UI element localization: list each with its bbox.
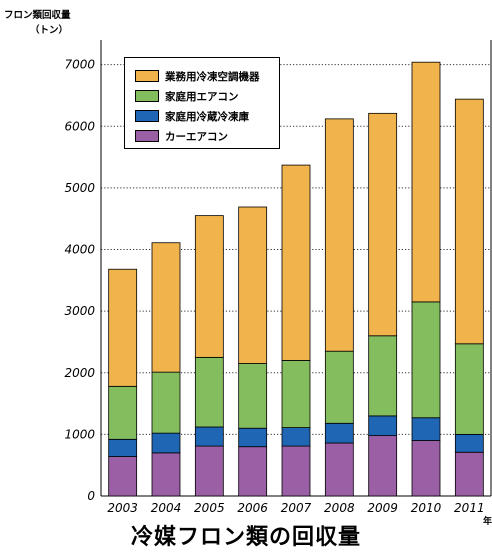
y-tick-label: 1000 [64,427,95,441]
x-tick-label: 2004 [151,501,182,515]
bar-segment [454,98,484,345]
y-tick-label: 6000 [64,119,95,133]
bar-segment [411,417,441,441]
x-tick-label: 2008 [324,501,355,515]
bar-segment [194,215,224,358]
x-tick-label: 2003 [107,501,138,515]
bar-segment [411,440,441,497]
legend-swatch-fridge [135,110,159,122]
y-axis-unit: （トン） [30,25,69,36]
bar-segment [151,242,181,373]
bar-segment [238,446,268,497]
bar-segment [411,61,441,303]
bar-segment [454,343,484,435]
chart-legend: 業務用冷凍空調機器 家庭用エアコン 家庭用冷蔵冷凍庫 カーエアコン [124,57,280,149]
bar-segment [368,435,398,497]
bar-segment [281,164,311,361]
bar-segment [238,427,268,448]
y-tick-label: 5000 [64,181,95,195]
y-tick-label: 4000 [64,243,95,257]
x-tick-label: 2009 [367,501,398,515]
bar-segment [108,438,138,457]
legend-label-home-ac: 家庭用エアコン [165,90,239,103]
legend-swatch-commercial [135,70,159,82]
legend-item-commercial: 業務用冷凍空調機器 [135,66,279,86]
legend-item-home-ac: 家庭用エアコン [135,86,279,106]
y-tick-label: 7000 [64,58,95,72]
bar-segment [194,445,224,497]
bar-segment [151,371,181,434]
bar-segment [454,451,484,497]
x-tick-label: 2005 [194,501,225,515]
x-tick-label: 2006 [237,501,268,515]
bar-segment [194,426,224,447]
bar-segment [454,433,484,453]
bar-segment [324,118,354,352]
bar-segment [108,385,138,440]
y-tick-label: 0 [87,489,95,503]
bar-segment [151,432,181,454]
bar-segment [324,422,354,444]
bar-segment [324,350,354,424]
legend-label-commercial: 業務用冷凍空調機器 [165,70,260,83]
x-axis-unit: 年 [483,515,492,527]
y-tick-label: 3000 [64,304,95,318]
y-axis-title: フロン類回収量 [4,10,71,21]
bar-segment [368,335,398,417]
y-tick-label: 2000 [64,366,95,380]
x-tick-label: 2010 [411,501,442,515]
x-tick-label: 2011 [454,501,485,515]
bar-segment [238,206,268,364]
x-tick-label: 2007 [281,501,312,515]
bar-segment [108,456,138,497]
bar-segment [324,442,354,497]
legend-item-car-ac: カーエアコン [135,126,279,146]
legend-label-car-ac: カーエアコン [165,130,228,143]
chart-caption: 冷媒フロン類の回収量 [130,525,361,550]
legend-label-fridge: 家庭用冷蔵冷凍庫 [165,110,249,123]
bar-segment [368,112,398,337]
bar-segment [281,427,311,447]
bar-segment [281,360,311,428]
bar-segment [238,363,268,429]
bar-segment [194,356,224,428]
bar-segment [151,452,181,497]
bar-segment [281,445,311,497]
legend-swatch-home-ac [135,90,159,102]
legend-item-fridge: 家庭用冷蔵冷凍庫 [135,106,279,126]
bar-segment [368,415,398,437]
bar-segment [108,268,138,387]
bar-segment [411,301,441,419]
legend-swatch-car-ac [135,130,159,142]
